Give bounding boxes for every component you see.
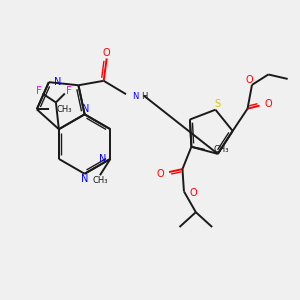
Text: N: N xyxy=(99,154,107,164)
Text: F: F xyxy=(36,86,42,96)
Text: N: N xyxy=(54,77,61,87)
Text: N: N xyxy=(82,104,90,114)
Text: H: H xyxy=(141,92,147,101)
Text: F: F xyxy=(66,86,71,96)
Text: O: O xyxy=(103,48,110,58)
Text: O: O xyxy=(246,74,254,85)
Text: CH₃: CH₃ xyxy=(214,145,229,154)
Text: CH₃: CH₃ xyxy=(92,176,108,185)
Text: S: S xyxy=(214,99,220,109)
Text: N: N xyxy=(81,174,88,184)
Text: O: O xyxy=(189,188,197,198)
Text: O: O xyxy=(265,99,272,109)
Text: CH₃: CH₃ xyxy=(56,105,72,114)
Text: O: O xyxy=(156,169,164,178)
Text: N: N xyxy=(133,92,139,101)
